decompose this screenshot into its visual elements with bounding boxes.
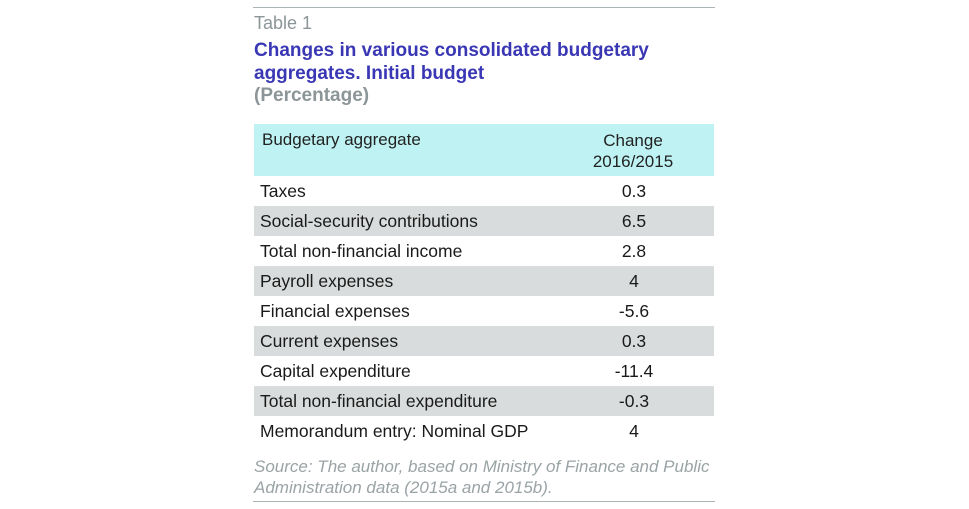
row-value: 4 (629, 421, 639, 441)
row-name: Taxes (260, 181, 306, 201)
header-change-line2: 2016/2015 (592, 152, 674, 171)
table-row: Social-security contributions 6.5 (254, 206, 714, 236)
table-row: Financial expenses -5.6 (254, 296, 714, 326)
row-value: -5.6 (618, 301, 650, 321)
header-budgetary-aggregate: Budgetary aggregate (262, 130, 421, 149)
row-name: Current expenses (260, 331, 399, 351)
table-row: Total non-financial expenditure -0.3 (254, 386, 714, 416)
row-value: -11.4 (614, 361, 654, 381)
row-name: Financial expenses (260, 301, 410, 321)
row-name: Payroll expenses (260, 271, 394, 291)
table-row: Memorandum entry: Nominal GDP 4 (254, 416, 714, 446)
table-label: Table 1 (254, 13, 313, 33)
top-rule (253, 7, 715, 8)
table-header: Budgetary aggregate Change 2016/2015 (254, 124, 714, 176)
row-value: 4 (629, 271, 639, 291)
row-value: 0.3 (621, 331, 647, 351)
row-value: 0.3 (621, 181, 647, 201)
row-name: Total non-financial income (260, 241, 463, 261)
table-row: Payroll expenses 4 (254, 266, 714, 296)
row-value: 2.8 (621, 241, 647, 261)
table-row: Capital expenditure -11.4 (254, 356, 714, 386)
table-row: Taxes 0.3 (254, 176, 714, 206)
bottom-rule (253, 501, 715, 502)
row-name: Social-security contributions (260, 211, 478, 231)
row-name: Memorandum entry: Nominal GDP (260, 421, 529, 441)
table-subtitle: (Percentage) (254, 85, 370, 106)
row-name: Total non-financial expenditure (260, 391, 498, 411)
header-change: Change 2016/2015 (592, 130, 674, 172)
row-value: 6.5 (621, 211, 647, 231)
table-row: Total non-financial income 2.8 (254, 236, 714, 266)
table-title: Changes in various consolidated budgetar… (254, 40, 649, 84)
source-note: Source: The author, based on Ministry of… (254, 457, 710, 497)
table-row: Current expenses 0.3 (254, 326, 714, 356)
header-change-line1: Change (603, 131, 663, 150)
data-table: Budgetary aggregate Change 2016/2015 Tax… (254, 124, 714, 446)
row-name: Capital expenditure (260, 361, 411, 381)
row-value: -0.3 (618, 391, 650, 411)
